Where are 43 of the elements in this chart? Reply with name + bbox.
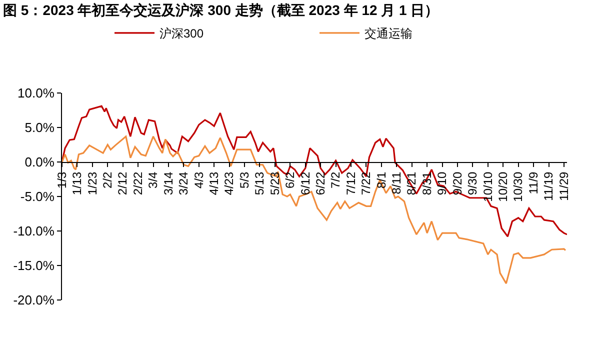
x-tick-label: 6/2: [283, 171, 298, 188]
x-tick-label: 6/22: [313, 171, 328, 196]
x-tick-label: 3/14: [161, 171, 176, 196]
y-tick-label: -10.0%: [13, 224, 55, 239]
x-tick-label: 3/24: [176, 171, 191, 196]
x-tick-label: 5/3: [237, 171, 252, 188]
x-tick-label: 2/2: [100, 171, 115, 188]
x-tick-label: 11/9: [526, 171, 540, 194]
x-tick-label: 9/20: [450, 171, 464, 196]
y-tick-label: -20.0%: [13, 292, 55, 308]
chart-title: 图 5：2023 年初至今交运及沪深 300 走势（截至 2023 年 12 月 1 日）: [3, 2, 439, 18]
x-tick-label: 2/12: [116, 171, 130, 196]
x-tick-label: 3/4: [146, 171, 160, 188]
y-tick-label: -5.0%: [20, 189, 55, 204]
x-tick-label: 4/3: [192, 171, 206, 188]
x-tick-label: 7/12: [344, 171, 358, 196]
y-tick-label: 10.0%: [18, 86, 55, 101]
x-tick-label: 9/30: [466, 171, 480, 196]
y-tick-label: 5.0%: [24, 120, 55, 136]
x-tick-label: 1/13: [70, 171, 84, 196]
x-tick-label: 5/13: [252, 171, 267, 196]
x-tick-label: 8/21: [404, 171, 419, 196]
x-tick-label: 10/30: [511, 171, 526, 202]
x-tick-label: 6/12: [298, 171, 312, 196]
x-tick-label: 11/19: [542, 171, 556, 201]
y-tick-label: -15.0%: [13, 258, 55, 274]
legend-label: 交通运输: [364, 26, 412, 41]
x-tick-label: 2/22: [130, 171, 145, 196]
x-tick-label: 10/10: [480, 171, 495, 202]
legend-label: 沪深300: [160, 26, 204, 41]
x-tick-label: 8/11: [390, 171, 404, 194]
x-tick-label: 8/31: [420, 171, 434, 196]
x-tick-label: 4/13: [207, 171, 222, 196]
x-tick-label: 7/22: [359, 171, 374, 196]
y-tick-label: 0.0%: [24, 154, 55, 170]
x-tick-label: 5/23: [268, 171, 282, 196]
x-tick-label: 11/29: [556, 171, 571, 201]
x-tick-label: 4/23: [222, 171, 236, 196]
x-tick-label: 1/23: [85, 171, 100, 196]
x-tick-label: 7/2: [328, 171, 343, 188]
x-tick-label: 9/10: [435, 171, 450, 196]
x-tick-label: 8/1: [374, 171, 388, 188]
x-tick-label: 10/20: [496, 171, 510, 202]
